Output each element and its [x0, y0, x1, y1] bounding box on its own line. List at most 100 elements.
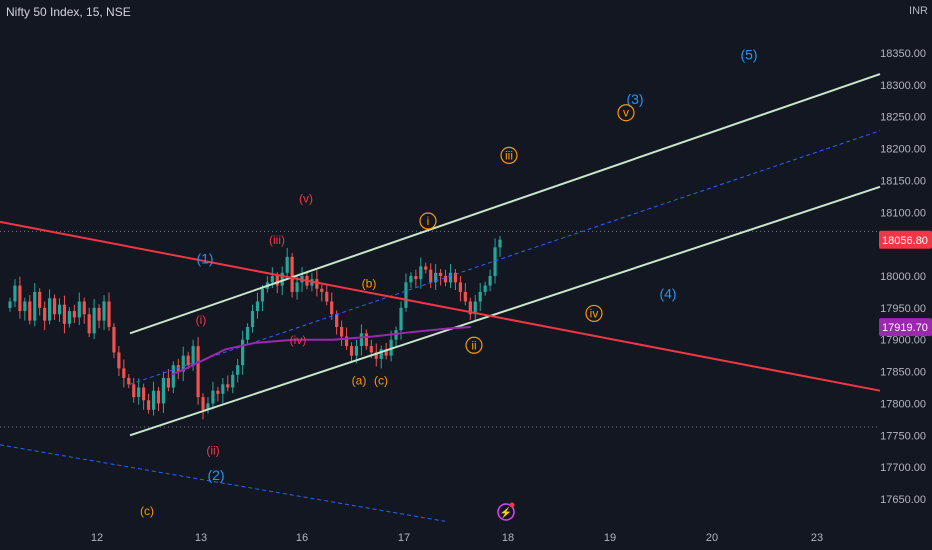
candle-body [28, 301, 32, 321]
y-tick-label: 18100.00 [880, 207, 926, 219]
candle-body [325, 291, 329, 302]
candle-body [349, 346, 354, 356]
y-tick-label: 17850.00 [880, 367, 926, 379]
candle-body [122, 368, 126, 378]
candle-body [156, 390, 161, 404]
candle-body [473, 301, 477, 315]
candle-body [132, 384, 136, 398]
candle-body [226, 384, 230, 388]
candle-body [448, 272, 453, 283]
candle-body [245, 326, 250, 340]
candle-body [142, 387, 146, 401]
chart-header: Nifty 50 Index, 15, NSE [6, 5, 131, 19]
candle-body [171, 365, 175, 388]
wave-circle-iii [500, 146, 518, 165]
candle-body [97, 307, 101, 321]
wave-label-(iv): (iv) [290, 333, 307, 347]
candle-body [414, 276, 418, 280]
y-tick-label: 17950.00 [880, 303, 926, 315]
candle-body [374, 352, 378, 359]
x-tick-label: 12 [91, 532, 103, 544]
x-tick-label: 18 [502, 532, 514, 544]
x-tick-label: 23 [811, 532, 823, 544]
candle-body [458, 282, 463, 292]
candle-body [137, 387, 141, 398]
candle-body [320, 288, 324, 292]
candle-body [127, 377, 131, 385]
candle-body [112, 326, 116, 353]
candle-body [67, 311, 71, 324]
candle-body [285, 256, 289, 273]
candle-body [369, 346, 373, 353]
candle-body [429, 269, 433, 283]
wave-label-(5): (5) [740, 46, 757, 62]
wave-label-(c): (c) [140, 504, 154, 518]
candle-body [33, 291, 37, 321]
y-tick-label: 17750.00 [880, 430, 926, 442]
wave-label-ii: ii [471, 338, 476, 352]
candle-body [424, 266, 428, 270]
moving-average-line [171, 325, 471, 376]
wave-circle-iv [585, 304, 603, 323]
candle-body [379, 349, 383, 359]
candle-body [181, 355, 185, 372]
candle-body [196, 346, 200, 398]
candle-body [439, 272, 443, 276]
wave-label-iv: iv [590, 306, 599, 320]
candle-body [340, 326, 344, 337]
candle-body [107, 301, 111, 327]
x-tick-label: 19 [604, 532, 616, 544]
candle-body [364, 333, 368, 347]
candle-body [216, 390, 220, 394]
x-tick-label: 16 [296, 532, 308, 544]
candle-body [270, 276, 274, 283]
x-tick-label: 20 [706, 532, 718, 544]
candle-body [394, 330, 398, 340]
candle-body [72, 311, 76, 318]
y-tick-label: 17900.00 [880, 335, 926, 347]
candle-body [201, 397, 205, 410]
candle-body [161, 377, 166, 404]
wave-label-(v): (v) [299, 192, 313, 206]
ma-price-badge [879, 318, 932, 337]
candle-body [315, 279, 319, 289]
x-tick-label: 17 [398, 532, 410, 544]
candle-body [62, 304, 67, 324]
candle-body [236, 365, 240, 375]
ma-price-badge-text: 17919.70 [882, 322, 928, 334]
wave-label-(b): (b) [362, 276, 377, 290]
candle-body [399, 307, 403, 331]
candle-body [92, 307, 96, 334]
candle-body [82, 301, 86, 315]
wave-label-(iii): (iii) [269, 233, 285, 247]
candle-body [231, 374, 235, 388]
candle-body [344, 336, 349, 347]
x-tick-label: 13 [195, 532, 207, 544]
candle-body [43, 307, 47, 321]
channel-mid [129, 130, 881, 385]
candle-body [166, 377, 170, 388]
candle-body [478, 291, 482, 302]
candle-body [290, 256, 294, 292]
lightning-glyph: ⚡ [500, 506, 512, 519]
candle-body [330, 301, 334, 315]
currency-label: INR [909, 5, 928, 17]
candle-body [102, 301, 106, 321]
candle-body [280, 272, 284, 286]
candle-body [117, 352, 121, 369]
candle-body [255, 301, 260, 312]
candle-body [13, 285, 17, 302]
wave-label-(3): (3) [626, 91, 643, 107]
candle-body [468, 301, 472, 315]
y-tick-label: 18150.00 [880, 175, 926, 187]
lower-dashed [0, 444, 446, 522]
candle-body [463, 291, 467, 302]
candle-body [409, 276, 413, 283]
candle-body [260, 288, 265, 302]
candle-body [151, 390, 156, 410]
last-price-badge [879, 230, 932, 249]
wave-label-(ii): (ii) [206, 443, 219, 457]
wave-label-v: v [623, 106, 629, 120]
candle-body [186, 355, 190, 366]
